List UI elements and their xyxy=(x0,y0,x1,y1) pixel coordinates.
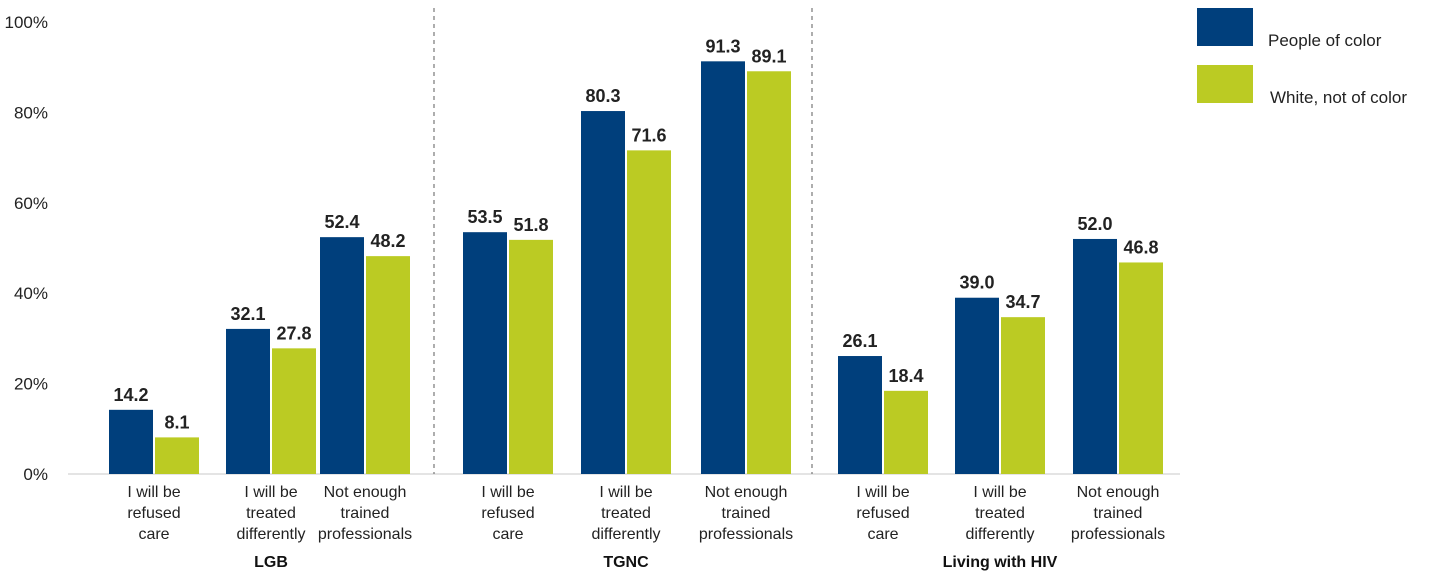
bar-people-of-color xyxy=(701,61,745,474)
data-label: 39.0 xyxy=(959,273,994,293)
bar-people-of-color xyxy=(320,237,364,474)
category-label: I will be xyxy=(481,484,534,501)
category-label: trained xyxy=(722,505,771,522)
bar-white-not-of-color xyxy=(509,239,553,474)
category-label: differently xyxy=(965,526,1034,543)
bar-white-not-of-color xyxy=(1001,317,1045,474)
data-label: 8.1 xyxy=(164,412,189,432)
data-label: 91.3 xyxy=(705,36,740,56)
data-label: 46.8 xyxy=(1123,237,1158,257)
data-label: 89.1 xyxy=(751,46,786,66)
category-label: trained xyxy=(1094,505,1143,522)
data-label: 52.4 xyxy=(324,212,359,232)
category-label: professionals xyxy=(1071,526,1165,543)
bar-people-of-color xyxy=(1073,238,1117,474)
bar-white-not-of-color xyxy=(272,348,316,474)
category-label: I will be xyxy=(856,484,909,501)
category-label: refused xyxy=(127,505,180,522)
bar-white-not-of-color xyxy=(884,390,928,474)
data-label: 26.1 xyxy=(842,331,877,351)
y-tick-label: 60% xyxy=(14,194,48,213)
data-label: 18.4 xyxy=(888,366,923,386)
category-label: care xyxy=(492,526,523,543)
data-label: 14.2 xyxy=(113,385,148,405)
group-label: Living with HIV xyxy=(943,554,1058,571)
category-label: care xyxy=(867,526,898,543)
legend-swatch-white-not-of-color xyxy=(1197,65,1253,103)
y-tick-label: 40% xyxy=(14,284,48,303)
category-label: Not enough xyxy=(324,484,407,501)
data-label: 71.6 xyxy=(631,125,666,145)
group-label: TGNC xyxy=(603,554,649,571)
data-label: 51.8 xyxy=(513,215,548,235)
data-label: 34.7 xyxy=(1005,292,1040,312)
y-tick-label: 100% xyxy=(5,13,48,32)
bar-white-not-of-color xyxy=(747,71,791,474)
bar-white-not-of-color xyxy=(1119,262,1163,474)
category-label: professionals xyxy=(699,526,793,543)
category-label: trained xyxy=(341,505,390,522)
category-label: refused xyxy=(856,505,909,522)
bar-people-of-color xyxy=(226,328,270,474)
bar-people-of-color xyxy=(463,232,507,474)
legend-label: White, not of color xyxy=(1270,88,1407,107)
category-label: care xyxy=(138,526,169,543)
category-label: differently xyxy=(591,526,660,543)
legend-label: People of color xyxy=(1268,31,1382,50)
bar-people-of-color xyxy=(955,297,999,474)
y-tick-label: 80% xyxy=(14,103,48,122)
category-label: Not enough xyxy=(705,484,788,501)
category-label: refused xyxy=(481,505,534,522)
category-label: Not enough xyxy=(1077,484,1160,501)
category-label: I will be xyxy=(244,484,297,501)
y-tick-label: 0% xyxy=(23,465,48,484)
category-label: I will be xyxy=(973,484,1026,501)
category-label: treated xyxy=(975,505,1025,522)
y-tick-label: 20% xyxy=(14,375,48,394)
category-label: I will be xyxy=(127,484,180,501)
data-label: 48.2 xyxy=(370,231,405,251)
data-label: 52.0 xyxy=(1077,214,1112,234)
category-label: differently xyxy=(236,526,305,543)
data-label: 32.1 xyxy=(230,304,265,324)
legend-swatch-people-of-color xyxy=(1197,8,1253,46)
group-label: LGB xyxy=(254,554,288,571)
data-label: 53.5 xyxy=(467,207,502,227)
bar-white-not-of-color xyxy=(366,256,410,474)
bar-white-not-of-color xyxy=(155,437,199,474)
data-label: 80.3 xyxy=(585,86,620,106)
bar-people-of-color xyxy=(838,356,882,474)
bar-white-not-of-color xyxy=(627,150,671,475)
data-label: 27.8 xyxy=(276,323,311,343)
bar-people-of-color xyxy=(109,409,153,474)
category-label: treated xyxy=(601,505,651,522)
category-label: treated xyxy=(246,505,296,522)
bar-people-of-color xyxy=(581,111,625,474)
category-label: professionals xyxy=(318,526,412,543)
category-label: I will be xyxy=(599,484,652,501)
